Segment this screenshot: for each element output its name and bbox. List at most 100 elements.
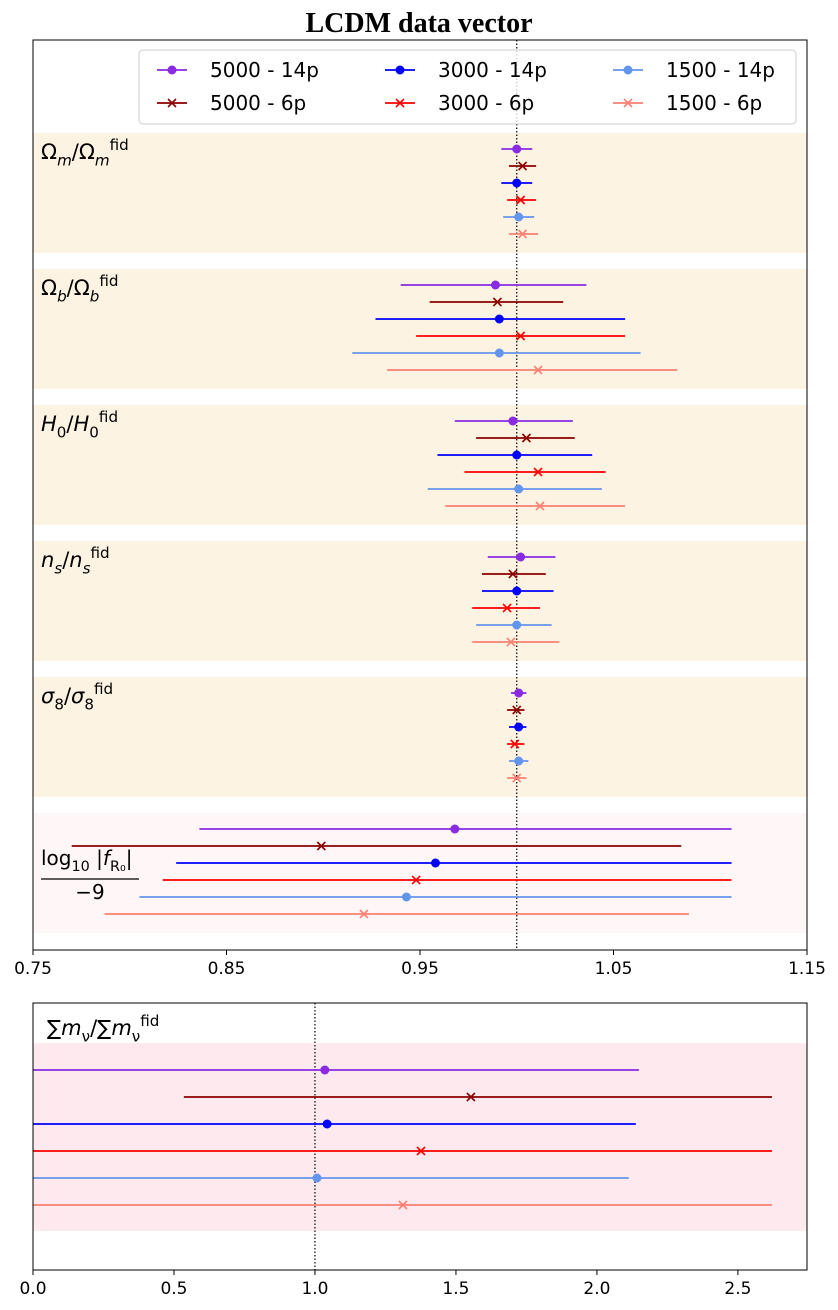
x-tick-label: 0.85 [208, 959, 246, 979]
legend-label: 5000 - 6p [210, 91, 306, 115]
label-part: 8 [84, 695, 94, 713]
point [533, 467, 543, 477]
row-label: ns/nsfid [41, 544, 110, 577]
label-part: s [83, 559, 91, 577]
label-part: fid [140, 1012, 159, 1030]
label-part: fid [99, 272, 118, 290]
legend-marker [395, 98, 405, 108]
plot-area [33, 40, 807, 950]
point [492, 297, 502, 307]
legend-marker [623, 98, 633, 108]
point [533, 365, 543, 375]
row-label: Ωb/Ωbfid [41, 272, 118, 305]
point [517, 229, 528, 239]
axes-frame [32, 1002, 808, 1271]
label-part: fid [110, 136, 129, 154]
point [514, 688, 524, 698]
point [359, 909, 369, 919]
label-part: / [64, 684, 72, 708]
label-part: s [54, 559, 62, 577]
legend-marker [623, 65, 633, 75]
band [33, 677, 807, 797]
row-label: log10 |fR₀| [41, 846, 133, 875]
point [466, 1092, 476, 1102]
x-tick-label: 0.5 [160, 1279, 187, 1299]
x-tick-label: 2.5 [724, 1279, 751, 1299]
point [514, 756, 524, 766]
point [517, 161, 528, 171]
label-part: H [41, 412, 57, 436]
point [514, 722, 524, 732]
label-part: fid [90, 544, 109, 562]
label-part: f [103, 846, 113, 870]
point [535, 501, 545, 511]
label-part: / [66, 412, 74, 436]
legend-label: 1500 - 14p [666, 58, 775, 82]
point [512, 586, 522, 596]
legend-label: 5000 - 14p [210, 58, 319, 82]
point [401, 892, 411, 902]
label-part: b [57, 287, 67, 305]
label-part: m [61, 1016, 81, 1040]
row-label: H0/H0fid [41, 408, 118, 441]
label-part: / [62, 548, 70, 572]
label-part: m [95, 151, 110, 169]
label-part: 0 [57, 423, 67, 441]
point [516, 195, 526, 205]
point [506, 637, 516, 647]
label-part: Ω [41, 276, 57, 300]
legend-marker [395, 65, 405, 75]
label-part: ν [82, 1027, 90, 1045]
x-tick-label: 1.05 [595, 959, 633, 979]
point [516, 331, 526, 341]
x-tick-label: 1.5 [442, 1279, 469, 1299]
row-label: Ωm/Ωmfid [41, 136, 129, 169]
point [521, 433, 531, 443]
point [312, 1173, 322, 1183]
label-part: 10 [72, 859, 90, 875]
band [33, 1043, 807, 1231]
label-part: m [57, 151, 72, 169]
row-label: −9 [75, 880, 104, 904]
label-part: n [41, 548, 54, 572]
label-part: Ω [41, 140, 57, 164]
x-tick-label: 1.15 [788, 959, 826, 979]
point [494, 348, 504, 358]
label-part: log [41, 846, 72, 870]
legend-label: 1500 - 6p [666, 91, 762, 115]
x-tick-label: 0.0 [19, 1279, 46, 1299]
point [316, 841, 326, 851]
band [33, 541, 807, 661]
legend-marker [167, 98, 177, 108]
label-part: fid [99, 408, 118, 426]
label-part: 8 [54, 695, 64, 713]
point [416, 1146, 426, 1156]
point [514, 484, 524, 494]
point [512, 144, 522, 154]
point [508, 416, 518, 426]
legend-marker [167, 65, 177, 75]
band [33, 405, 807, 525]
label-part: ∑ [47, 1016, 61, 1040]
chart-title: LCDM data vector [305, 8, 532, 39]
point [490, 280, 500, 290]
legend-label: 3000 - 14p [438, 58, 547, 82]
label-part: /Ω [67, 276, 90, 300]
point [512, 705, 522, 715]
label-part: 0 [89, 423, 99, 441]
point [516, 552, 526, 562]
x-tick-label: 1.0 [301, 1279, 328, 1299]
label-part: −9 [75, 880, 104, 904]
point [512, 620, 522, 630]
label-part: R₀ [110, 859, 126, 875]
point [508, 569, 518, 579]
band [33, 269, 807, 389]
point [502, 603, 512, 613]
label-part: | [90, 846, 103, 870]
x-tick-label: 0.95 [401, 959, 439, 979]
label-part: ν [132, 1027, 140, 1045]
point [510, 739, 520, 749]
point [430, 858, 440, 868]
plot-area [33, 1003, 807, 1270]
